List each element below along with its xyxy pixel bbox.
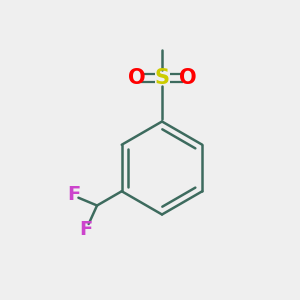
Text: F: F	[79, 220, 92, 239]
Text: O: O	[179, 68, 196, 88]
Text: S: S	[154, 68, 169, 88]
Text: F: F	[67, 185, 81, 204]
Text: O: O	[128, 68, 145, 88]
